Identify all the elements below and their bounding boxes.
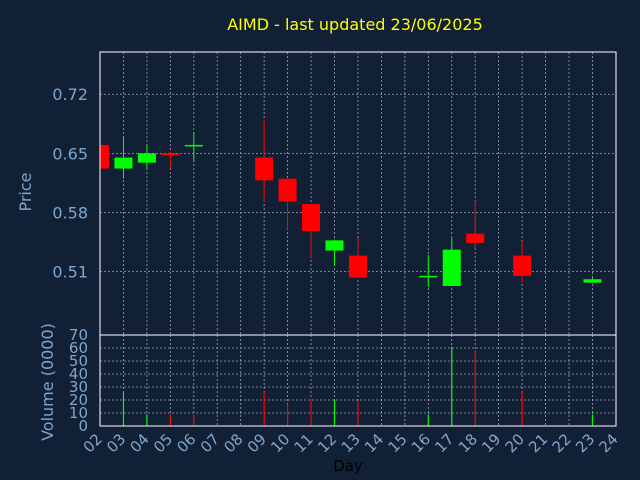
x-tick-label: 16: [408, 430, 434, 456]
candle-body: [442, 249, 461, 287]
candle-body: [161, 153, 180, 156]
x-tick-label: 05: [150, 430, 176, 456]
x-tick-label: 11: [291, 430, 317, 456]
candle-body: [255, 157, 274, 181]
price-tick-label: 0.58: [52, 204, 88, 223]
volume-tick-label: 40: [69, 365, 88, 383]
candle-16: [419, 254, 438, 287]
x-tick-label: 03: [103, 430, 129, 456]
price-axis-label: Price: [16, 172, 35, 211]
x-tick-label: 20: [502, 430, 528, 456]
volume-tick-label: 20: [69, 391, 88, 409]
volume-tick-label: 0: [78, 417, 88, 435]
candle-05: [161, 151, 180, 169]
candle-02: [100, 144, 109, 169]
x-tick-label: 23: [572, 430, 598, 456]
x-tick-label: 15: [384, 430, 410, 456]
candle-body: [100, 144, 109, 169]
volume-series: [122, 346, 594, 426]
candle-body: [278, 178, 297, 202]
volume-panel-frame: [99, 334, 617, 427]
x-tick-label: 21: [525, 430, 551, 456]
volume-tick-label: 30: [69, 378, 88, 396]
candle-04: [137, 144, 156, 169]
x-tick-label: 22: [549, 430, 575, 456]
volume-tick-label: 70: [69, 326, 88, 344]
x-tick-label: 04: [126, 430, 152, 456]
price-y-ticks: 0.72 0.65 0.58 0.51: [52, 85, 88, 281]
candle-body: [348, 255, 367, 278]
x-tick-label: 13: [338, 430, 364, 456]
candle-body: [583, 279, 602, 283]
price-tick-label: 0.51: [52, 263, 88, 282]
candle-11: [302, 204, 321, 258]
candles-series: [100, 119, 602, 287]
candle-body: [114, 157, 133, 169]
x-tick-label: 07: [197, 430, 223, 456]
chart-title: AIMD - last updated 23/06/2025: [227, 15, 483, 34]
x-tick-label: 12: [314, 430, 340, 456]
candle-body: [184, 144, 203, 147]
candle-03: [114, 136, 133, 179]
x-tick-label: 24: [595, 430, 621, 456]
volume-grid: [100, 335, 616, 426]
candle-body: [466, 233, 485, 243]
x-tick-label: 10: [267, 430, 293, 456]
candle-23: [583, 276, 602, 283]
candle-10: [278, 178, 297, 230]
x-ticks: 0203040506070809101112131415161718192021…: [80, 430, 622, 456]
candle-body: [302, 204, 321, 232]
x-tick-label: 17: [431, 430, 457, 456]
volume-tick-label: 10: [69, 404, 88, 422]
candle-body: [419, 275, 438, 278]
candle-13: [348, 237, 367, 278]
candle-body: [325, 240, 344, 251]
x-axis-label: Day: [333, 457, 363, 475]
x-tick-label: 14: [361, 430, 387, 456]
x-tick-label: 19: [478, 430, 504, 456]
x-tick-label: 09: [244, 430, 270, 456]
price-tick-label: 0.65: [52, 144, 88, 163]
candle-body: [513, 255, 532, 276]
candle-17: [442, 237, 461, 287]
candle-18: [466, 200, 485, 249]
candle-09: [255, 119, 274, 202]
volume-tick-label: 50: [69, 352, 88, 370]
volume-axis-label: Volume (0000): [38, 323, 57, 441]
candle-06: [184, 132, 203, 162]
candle-20: [513, 241, 532, 283]
price-tick-label: 0.72: [52, 85, 88, 104]
candle-body: [137, 153, 156, 163]
x-tick-label: 06: [173, 430, 199, 456]
price-grid: [100, 52, 616, 335]
volume-tick-label: 60: [69, 339, 88, 357]
x-tick-label: 18: [455, 430, 481, 456]
x-tick-label: 08: [220, 430, 246, 456]
candle-12: [325, 239, 344, 265]
